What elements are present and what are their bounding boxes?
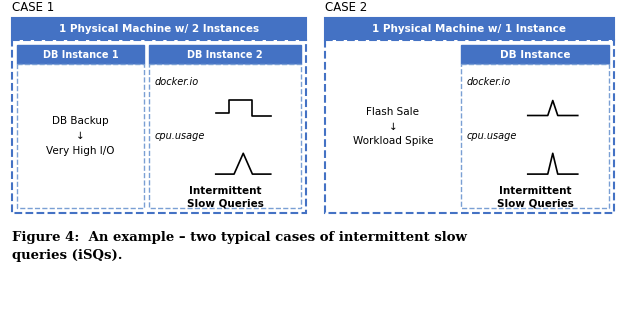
FancyBboxPatch shape	[149, 45, 301, 64]
Text: CASE 1: CASE 1	[12, 1, 54, 14]
FancyBboxPatch shape	[17, 45, 144, 64]
FancyBboxPatch shape	[149, 64, 301, 208]
Text: DB Instance 2: DB Instance 2	[187, 50, 263, 60]
FancyBboxPatch shape	[325, 18, 614, 40]
Text: DB Instance 1: DB Instance 1	[42, 50, 119, 60]
FancyBboxPatch shape	[461, 45, 609, 64]
Text: Figure 4:  An example – two typical cases of intermittent slow
queries (iSQs).: Figure 4: An example – two typical cases…	[12, 231, 467, 261]
Text: DB Backup
↓
Very High I/O: DB Backup ↓ Very High I/O	[46, 116, 115, 156]
Text: docker.io: docker.io	[155, 77, 199, 87]
Text: 1 Physical Machine w/ 2 Instances: 1 Physical Machine w/ 2 Instances	[59, 24, 259, 34]
FancyBboxPatch shape	[325, 40, 614, 213]
Text: docker.io: docker.io	[467, 77, 511, 87]
Text: Intermittent
Slow Queries: Intermittent Slow Queries	[497, 186, 573, 208]
FancyBboxPatch shape	[12, 18, 306, 40]
Text: cpu.usage: cpu.usage	[467, 131, 517, 141]
Text: 1 Physical Machine w/ 1 Instance: 1 Physical Machine w/ 1 Instance	[373, 24, 567, 34]
FancyBboxPatch shape	[17, 64, 144, 208]
Text: CASE 2: CASE 2	[325, 1, 368, 14]
FancyBboxPatch shape	[12, 40, 306, 213]
FancyBboxPatch shape	[461, 64, 609, 208]
Text: cpu.usage: cpu.usage	[155, 131, 205, 141]
Text: Flash Sale
↓
Workload Spike: Flash Sale ↓ Workload Spike	[353, 107, 433, 146]
Text: DB Instance: DB Instance	[500, 50, 570, 60]
Text: Intermittent
Slow Queries: Intermittent Slow Queries	[187, 186, 263, 208]
